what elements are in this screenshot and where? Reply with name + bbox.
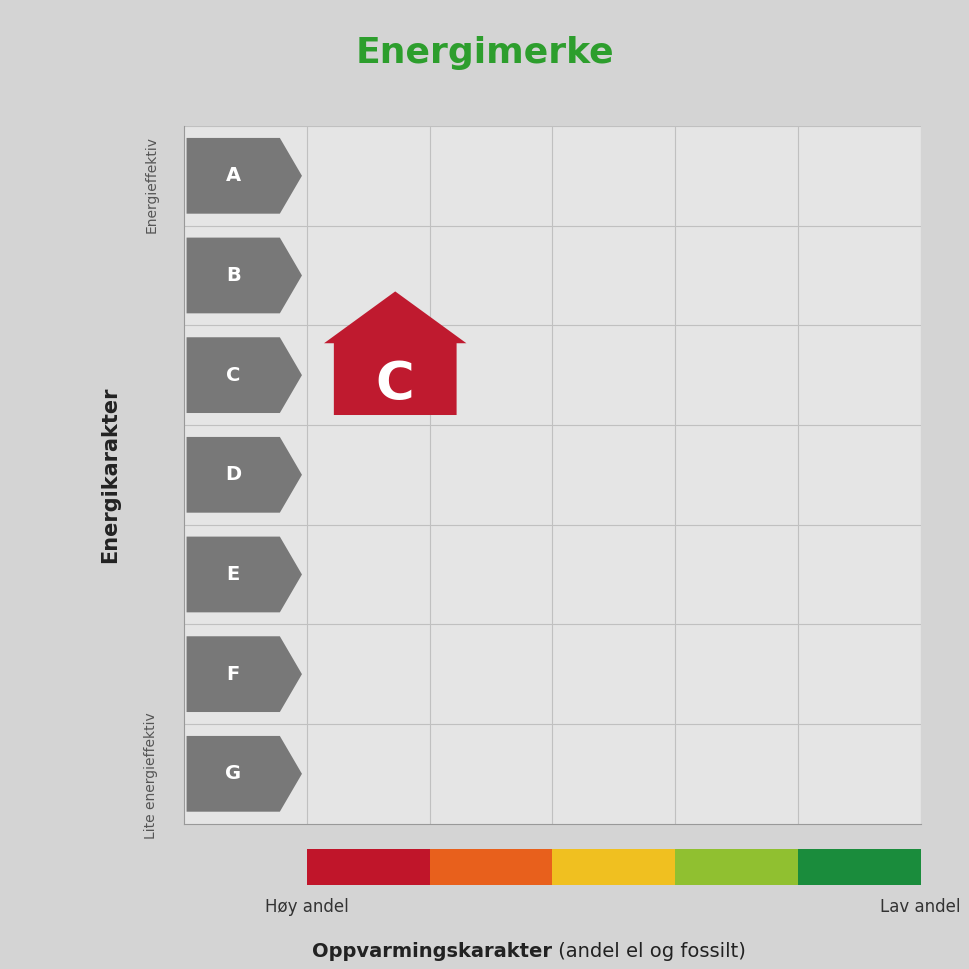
Text: Lite energieffektiv: Lite energieffektiv (144, 712, 158, 839)
Bar (675, 849, 797, 886)
Text: Lav andel: Lav andel (880, 898, 961, 917)
Text: A: A (226, 167, 240, 185)
Bar (552, 849, 675, 886)
Text: B: B (226, 266, 240, 285)
Text: E: E (227, 565, 240, 584)
Text: Høy andel: Høy andel (265, 898, 349, 917)
Text: F: F (227, 665, 240, 684)
Bar (797, 849, 921, 886)
Text: C: C (226, 365, 240, 385)
Polygon shape (187, 138, 302, 214)
Polygon shape (187, 437, 302, 513)
Text: C: C (376, 359, 415, 411)
Text: Energikarakter: Energikarakter (101, 387, 120, 563)
Text: Energimerke: Energimerke (356, 36, 613, 71)
Polygon shape (187, 337, 302, 413)
Polygon shape (187, 237, 302, 313)
Text: D: D (225, 465, 241, 484)
Bar (307, 849, 429, 886)
Polygon shape (187, 637, 302, 712)
Text: Oppvarmingskarakter: Oppvarmingskarakter (312, 942, 552, 961)
Polygon shape (187, 537, 302, 612)
Polygon shape (324, 292, 466, 415)
Bar (429, 849, 552, 886)
Text: G: G (225, 765, 241, 783)
Polygon shape (187, 735, 302, 812)
Text: Energieffektiv: Energieffektiv (144, 137, 158, 234)
Text: (andel el og fossilt): (andel el og fossilt) (552, 942, 746, 961)
